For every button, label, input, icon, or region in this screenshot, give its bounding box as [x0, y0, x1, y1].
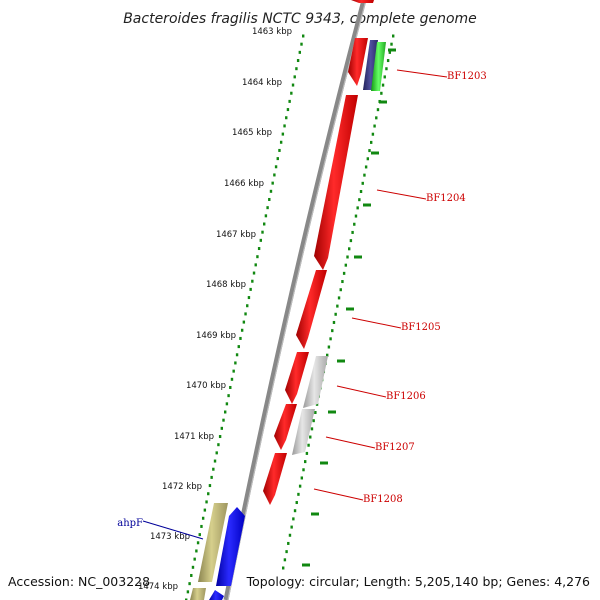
gene-arrow-bf1203 — [348, 38, 368, 86]
gene-label-bf1208: BF1208 — [363, 494, 403, 505]
gene-label-bf1206: BF1206 — [386, 391, 426, 402]
scale-label: 1465 kbp — [232, 128, 272, 138]
major-tick — [388, 48, 396, 52]
major-tick — [354, 255, 362, 259]
major-tick-marks — [302, 48, 396, 567]
gene-label-bf1203: BF1203 — [447, 71, 487, 82]
gene-leader-line — [336, 385, 387, 398]
scale-label: 1468 kbp — [206, 280, 246, 290]
topology-text: Topology: circular; Length: 5,205,140 bp… — [246, 574, 590, 589]
genome-backbone — [223, 0, 367, 600]
genome-backbone-highlight — [227, 0, 367, 600]
scale-label: 1469 kbp — [196, 331, 236, 341]
scale-label: 1467 kbp — [216, 230, 256, 240]
major-tick — [371, 151, 379, 155]
gene-arrow-grey-2 — [292, 409, 315, 455]
major-tick — [379, 100, 387, 104]
gene-arrow-grey-1 — [303, 356, 328, 408]
right-scale-line — [282, 34, 395, 570]
gene-arrow-ahpf — [216, 507, 245, 586]
gene-labels: BF1203 BF1204 BF1205 BF1206 BF1207 BF1208 ahpF — [117, 69, 487, 540]
gene-label-ahpf: ahpF — [117, 518, 143, 529]
gene-arrow-top-partial — [351, 0, 374, 3]
gene-arrow-khaki-2 — [190, 588, 206, 600]
features — [190, 0, 386, 600]
scale-label: 1472 kbp — [162, 482, 202, 492]
map-title: Bacteroides fragilis NCTC 9343, complete… — [123, 11, 477, 27]
gene-leader-line — [351, 317, 402, 329]
gene-arrow-bf1206 — [285, 352, 309, 404]
left-scale-line — [185, 34, 305, 600]
scale-label: 1464 kbp — [242, 78, 282, 88]
gene-label-bf1205: BF1205 — [401, 322, 441, 333]
gene-leader-line — [376, 189, 427, 200]
gene-arrow-bf1208 — [263, 453, 287, 505]
major-tick — [363, 203, 371, 207]
scale-ticks: 1463 kbp 1464 kbp 1465 kbp 1466 kbp 1467 kbp… — [138, 27, 396, 600]
major-tick — [302, 563, 310, 567]
gene-label-bf1204: BF1204 — [426, 193, 466, 204]
gene-arrow-blue-2 — [209, 590, 224, 600]
gene-arrow-bf1207 — [274, 404, 297, 450]
gene-arrow-small-navy — [363, 40, 378, 90]
gene-arrow-bf1204 — [314, 95, 358, 270]
major-tick — [337, 359, 345, 363]
gene-arrow-bf1205 — [296, 270, 327, 349]
major-tick — [328, 410, 336, 414]
gene-arrow-small-green — [371, 42, 386, 91]
gene-leader-line — [325, 436, 376, 449]
scale-label: 1473 kbp — [150, 532, 190, 542]
scale-label: 1474 kbp — [138, 582, 178, 592]
gene-leader-line — [142, 520, 204, 540]
scale-label: 1471 kbp — [174, 432, 214, 442]
scale-label: 1463 kbp — [252, 27, 292, 37]
accession-text: Accession: NC_003228 — [8, 574, 150, 589]
scale-label: 1466 kbp — [224, 179, 264, 189]
gene-leader-line — [396, 69, 448, 78]
gene-leader-line — [313, 488, 364, 501]
major-tick — [320, 461, 328, 465]
gene-label-bf1207: BF1207 — [375, 442, 415, 453]
scale-label: 1470 kbp — [186, 381, 226, 391]
gene-arrow-khaki — [198, 503, 228, 582]
major-tick — [346, 307, 354, 311]
major-tick — [311, 512, 319, 516]
